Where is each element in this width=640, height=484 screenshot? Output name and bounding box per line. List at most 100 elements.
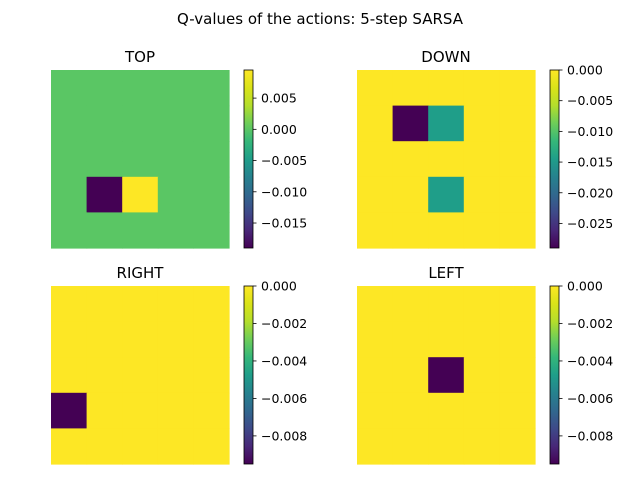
- heatmap-cell: [463, 392, 500, 429]
- heatmap-cell: [392, 428, 429, 465]
- heatmap-cell: [463, 105, 500, 142]
- heatmap-cell: [357, 141, 394, 178]
- heatmap-cell: [499, 212, 536, 249]
- heatmap-cell: [157, 105, 194, 142]
- heatmap-cell: [463, 176, 500, 213]
- heatmap-cell: [428, 357, 465, 394]
- heatmap-panel-top: TOP 0.005 0.000 −0.005 −0.010 −0.015: [51, 48, 307, 249]
- heatmap-cell: [357, 392, 394, 429]
- colorbar: [549, 285, 560, 465]
- heatmap-cell: [122, 141, 159, 178]
- heatmap-cell: [157, 392, 194, 429]
- heatmap-cell: [193, 428, 230, 465]
- heatmap-cell: [428, 286, 465, 323]
- heatmap-cell: [122, 357, 159, 394]
- heatmap-cell: [392, 286, 429, 323]
- heatmap-cell: [51, 176, 88, 213]
- heatmap-cell: [51, 392, 88, 429]
- heatmap-cell: [122, 176, 159, 213]
- heatmap-cell: [157, 70, 194, 107]
- colorbar-tick-label: −0.025: [567, 216, 613, 231]
- heatmap-cell: [499, 321, 536, 358]
- heatmap-cell: [157, 286, 194, 323]
- colorbar-tick-label: −0.010: [567, 124, 613, 139]
- heatmap-cell: [357, 321, 394, 358]
- heatmap-cell: [499, 176, 536, 213]
- heatmap-cell: [86, 141, 123, 178]
- heatmap-cell: [357, 357, 394, 394]
- heatmap-cell: [357, 176, 394, 213]
- heatmap-cell: [122, 428, 159, 465]
- heatmap-cell: [51, 212, 88, 249]
- heatmap-cell: [157, 176, 194, 213]
- heatmap-cell: [428, 176, 465, 213]
- heatmap-cell: [428, 70, 465, 107]
- heatmap-cell: [392, 357, 429, 394]
- heatmap-cell: [463, 357, 500, 394]
- heatmap-cell: [51, 357, 88, 394]
- heatmap-cell: [499, 141, 536, 178]
- heatmap-cell: [86, 392, 123, 429]
- colorbar-tick-label: −0.010: [261, 184, 307, 199]
- heatmap-cell: [86, 286, 123, 323]
- heatmap-cell: [463, 212, 500, 249]
- heatmap-cell: [357, 428, 394, 465]
- colorbar-tick-label: −0.002: [567, 316, 613, 331]
- heatmap-cell: [499, 357, 536, 394]
- heatmap-cell: [357, 212, 394, 249]
- heatmap-cell: [86, 70, 123, 107]
- heatmap-cell: [463, 428, 500, 465]
- heatmap-cell: [157, 428, 194, 465]
- colorbar-tick-label: −0.004: [567, 353, 613, 368]
- colorbar-tick-label: 0.005: [261, 91, 297, 106]
- heatmap-cell: [499, 428, 536, 465]
- heatmap-cell: [499, 286, 536, 323]
- panel-title: RIGHT: [117, 264, 165, 282]
- colorbar-tick-label: −0.015: [261, 216, 307, 231]
- heatmap-cell: [392, 321, 429, 358]
- heatmap-cell: [86, 357, 123, 394]
- heatmap-cell: [157, 357, 194, 394]
- heatmap-cell: [86, 176, 123, 213]
- heatmap-cell: [463, 321, 500, 358]
- heatmap-cell: [157, 212, 194, 249]
- heatmap-cell: [428, 105, 465, 142]
- heatmap-cell: [428, 212, 465, 249]
- colorbar-tick-label: −0.008: [567, 428, 613, 443]
- heatmap-cell: [86, 321, 123, 358]
- figure-title: Q-values of the actions: 5-step SARSA: [177, 10, 464, 28]
- colorbar-tick-label: 0.000: [261, 279, 297, 294]
- colorbar-tick-label: −0.015: [567, 155, 613, 170]
- heatmap-cell: [499, 105, 536, 142]
- colorbar-tick-label: −0.002: [261, 316, 307, 331]
- colorbar-tick-label: −0.005: [567, 93, 613, 108]
- heatmap-cell: [392, 105, 429, 142]
- heatmap-cell: [428, 428, 465, 465]
- colorbar-tick-label: −0.005: [261, 153, 307, 168]
- heatmap-cell: [463, 141, 500, 178]
- heatmap-cell: [357, 105, 394, 142]
- panel-title: TOP: [124, 48, 155, 66]
- heatmap-cell: [428, 392, 465, 429]
- heatmap-cell: [392, 212, 429, 249]
- heatmap-cell: [86, 212, 123, 249]
- heatmap-cell: [392, 141, 429, 178]
- heatmap-cell: [463, 70, 500, 107]
- heatmap-cell: [157, 141, 194, 178]
- heatmap-cell: [122, 70, 159, 107]
- colorbar: [243, 69, 254, 249]
- colorbar-tick-label: −0.006: [567, 391, 613, 406]
- colorbar: [243, 285, 254, 465]
- heatmap-cell: [392, 70, 429, 107]
- heatmap-cell: [122, 286, 159, 323]
- panel-title: LEFT: [428, 264, 464, 282]
- colorbar-tick-label: 0.000: [567, 63, 603, 78]
- colorbar: [549, 69, 560, 249]
- heatmap-cell: [193, 357, 230, 394]
- heatmap-cell: [86, 105, 123, 142]
- panel-title: DOWN: [421, 48, 470, 66]
- heatmap-cell: [51, 286, 88, 323]
- heatmap-cell: [122, 212, 159, 249]
